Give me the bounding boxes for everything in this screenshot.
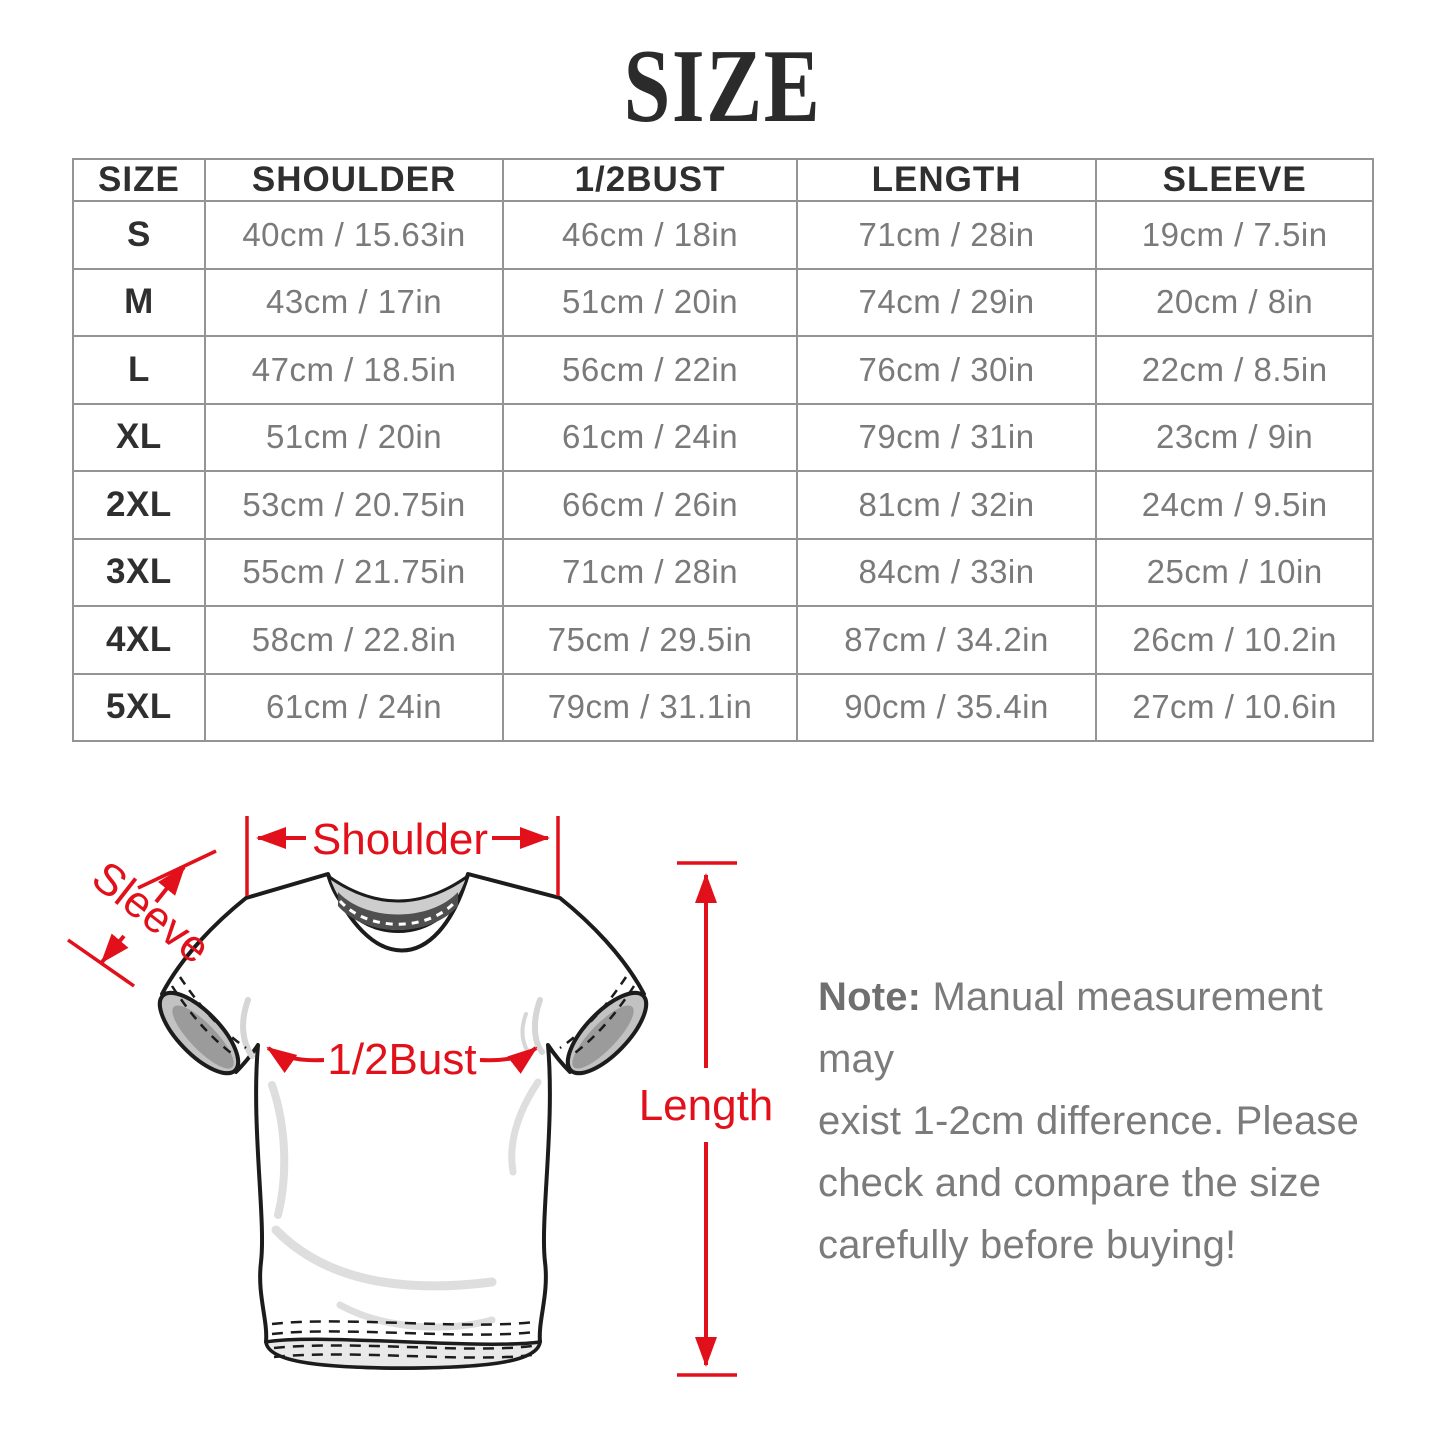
- measurement-cell: 61cm / 24in: [203, 672, 505, 742]
- column-header-size: SIZE: [72, 158, 206, 202]
- tshirt-body: [160, 872, 646, 1370]
- size-table: SIZE SHOULDER 1/2BUST LENGTH SLEEVE S 40…: [72, 158, 1374, 742]
- measurement-cell: 55cm / 21.75in: [203, 537, 505, 607]
- length-label: Length: [639, 1081, 774, 1130]
- table-header-row: SIZE SHOULDER 1/2BUST LENGTH SLEEVE: [72, 158, 1374, 202]
- bust-label: 1/2Bust: [327, 1035, 476, 1084]
- size-cell: 4XL: [72, 605, 206, 675]
- table-row: 5XL 61cm / 24in 79cm / 31.1in 90cm / 35.…: [72, 672, 1374, 742]
- note-line-1: Note: Manual measurement may: [818, 966, 1398, 1090]
- column-header-length: LENGTH: [795, 158, 1098, 202]
- measurement-cell: 46cm / 18in: [502, 200, 798, 270]
- sleeve-arrow: [66, 849, 217, 988]
- column-header-bust: 1/2BUST: [502, 158, 798, 202]
- size-cell: 2XL: [72, 470, 206, 540]
- measurement-cell: 27cm / 10.6in: [1095, 672, 1374, 742]
- hem-stitches: [271, 1320, 535, 1359]
- collar: [325, 872, 471, 933]
- sleeve-label: Sleeve: [83, 852, 219, 973]
- measurement-cell: 58cm / 22.8in: [203, 605, 505, 675]
- column-header-sleeve: SLEEVE: [1095, 158, 1374, 202]
- measurement-cell: 76cm / 30in: [795, 335, 1098, 405]
- measurement-cell: 71cm / 28in: [502, 537, 798, 607]
- measurement-cell: 79cm / 31in: [795, 402, 1098, 472]
- column-header-shoulder: SHOULDER: [203, 158, 505, 202]
- shoulder-label: Shoulder: [312, 815, 488, 864]
- measurement-cell: 51cm / 20in: [502, 267, 798, 337]
- measurement-cell: 51cm / 20in: [203, 402, 505, 472]
- measurement-cell: 53cm / 20.75in: [203, 470, 505, 540]
- page-title: SIZE: [623, 27, 822, 144]
- measurement-cell: 61cm / 24in: [502, 402, 798, 472]
- measurement-cell: 47cm / 18.5in: [203, 335, 505, 405]
- bust-arrow: [266, 1046, 538, 1074]
- note-line-4: carefully before buying!: [818, 1223, 1237, 1267]
- measurement-cell: 84cm / 33in: [795, 537, 1098, 607]
- shoulder-arrow: [245, 816, 560, 896]
- right-cuff: [565, 990, 649, 1076]
- table-row: L 47cm / 18.5in 56cm / 22in 76cm / 30in …: [72, 335, 1374, 405]
- tshirt-measurement-diagram: Shoulder Sleeve 1/2Bust Length: [66, 815, 774, 1377]
- wrinkle-shading: [240, 997, 545, 1331]
- measurement-cell: 26cm / 10.2in: [1095, 605, 1374, 675]
- note-line-2: exist 1-2cm difference. Please: [818, 1099, 1360, 1143]
- size-cell: L: [72, 335, 206, 405]
- table-row: 4XL 58cm / 22.8in 75cm / 29.5in 87cm / 3…: [72, 605, 1374, 675]
- measurement-cell: 40cm / 15.63in: [203, 200, 505, 270]
- table-row: S 40cm / 15.63in 46cm / 18in 71cm / 28in…: [72, 200, 1374, 270]
- size-cell: M: [72, 267, 206, 337]
- table-row: M 43cm / 17in 51cm / 20in 74cm / 29in 20…: [72, 267, 1374, 337]
- measurement-cell: 81cm / 32in: [795, 470, 1098, 540]
- measurement-cell: 20cm / 8in: [1095, 267, 1374, 337]
- measurement-cell: 74cm / 29in: [795, 267, 1098, 337]
- measurement-cell: 25cm / 10in: [1095, 537, 1374, 607]
- cuff-stitches: [170, 976, 636, 1060]
- hem-band: [264, 1337, 542, 1370]
- left-cuff: [157, 990, 241, 1076]
- size-cell: 3XL: [72, 537, 206, 607]
- measurement-cell: 19cm / 7.5in: [1095, 200, 1374, 270]
- measurement-cell: 22cm / 8.5in: [1095, 335, 1374, 405]
- measurement-cell: 56cm / 22in: [502, 335, 798, 405]
- measurement-cell: 71cm / 28in: [795, 200, 1098, 270]
- measurement-cell: 90cm / 35.4in: [795, 672, 1098, 742]
- measurement-cell: 66cm / 26in: [502, 470, 798, 540]
- note-label: Note:: [818, 975, 922, 1019]
- measurement-cell: 75cm / 29.5in: [502, 605, 798, 675]
- note-line-3: check and compare the size: [818, 1161, 1322, 1205]
- measurement-cell: 23cm / 9in: [1095, 402, 1374, 472]
- measurement-cell: 24cm / 9.5in: [1095, 470, 1374, 540]
- size-cell: XL: [72, 402, 206, 472]
- table-row: 3XL 55cm / 21.75in 71cm / 28in 84cm / 33…: [72, 537, 1374, 607]
- table-row: 2XL 53cm / 20.75in 66cm / 26in 81cm / 32…: [72, 470, 1374, 540]
- size-cell: S: [72, 200, 206, 270]
- note-text: Note: Manual measurement may exist 1-2cm…: [818, 966, 1398, 1276]
- measurement-cell: 79cm / 31.1in: [502, 672, 798, 742]
- size-cell: 5XL: [72, 672, 206, 742]
- measurement-cell: 87cm / 34.2in: [795, 605, 1098, 675]
- note-line-1-text: Manual measurement may: [818, 975, 1323, 1081]
- table-row: XL 51cm / 20in 61cm / 24in 79cm / 31in 2…: [72, 402, 1374, 472]
- length-arrow: [677, 861, 737, 1377]
- measurement-cell: 43cm / 17in: [203, 267, 505, 337]
